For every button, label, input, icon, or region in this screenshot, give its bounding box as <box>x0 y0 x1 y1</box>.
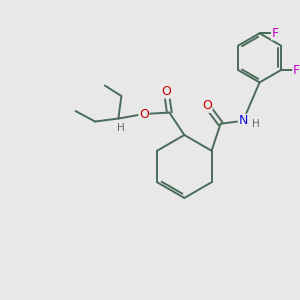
Text: F: F <box>272 27 279 40</box>
Text: O: O <box>161 85 171 98</box>
Text: H: H <box>252 119 260 129</box>
Text: N: N <box>238 114 248 127</box>
Text: F: F <box>293 64 300 76</box>
Text: H: H <box>117 123 125 133</box>
Text: O: O <box>202 99 212 112</box>
Text: O: O <box>139 107 149 121</box>
